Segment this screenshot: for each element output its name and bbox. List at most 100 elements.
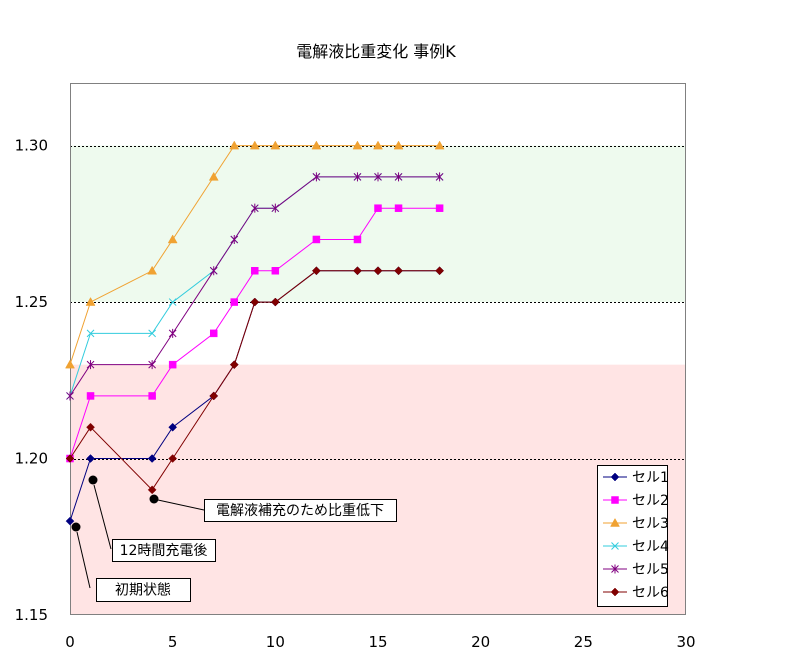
series-2 <box>66 204 444 463</box>
series-5-point <box>230 234 239 244</box>
series-6-point <box>147 485 157 495</box>
x-tick-label: 15 <box>368 633 387 651</box>
series-6-point <box>353 266 362 276</box>
x-tick-label: 30 <box>676 633 695 651</box>
annotation-box <box>96 578 191 602</box>
legend: セル1 セル2 セル3 セル4 セル5 セル6 <box>597 465 669 607</box>
legend-item-1: セル1 <box>603 470 669 486</box>
series-2-point <box>209 329 218 338</box>
annotation-leader-line <box>76 531 91 589</box>
series-2-point <box>230 298 239 306</box>
annotation-2: 12時間充電後 <box>88 475 216 562</box>
legend-marker <box>611 496 619 504</box>
series-1-point <box>168 422 178 432</box>
series-6-point <box>270 297 280 307</box>
series-3-point <box>147 265 158 275</box>
series-1-point <box>65 516 75 526</box>
y-tick-label: 1.30 <box>15 137 48 155</box>
series-6 <box>65 266 444 495</box>
annotation-label: 初期状態 <box>115 582 171 599</box>
series-5-point <box>148 360 156 370</box>
y-tick-label: 1.25 <box>15 293 48 311</box>
series-3-point <box>393 140 404 150</box>
series-2-point <box>435 204 444 212</box>
series-6-point <box>65 454 75 463</box>
series-6-point <box>435 266 444 276</box>
series-4-point <box>168 298 177 306</box>
series-5-point <box>86 360 95 370</box>
annotation-box <box>112 539 216 562</box>
legend-label: セル2 <box>632 493 669 509</box>
annotation-leader-line <box>157 499 205 511</box>
x-tick-label: 25 <box>574 633 593 651</box>
series-2-point <box>312 235 321 244</box>
series-3-point <box>167 234 178 244</box>
legend-item-2: セル2 <box>603 493 669 509</box>
annotation-3: 電解液補充のため比重低下 <box>149 494 397 522</box>
x-tick-label: 20 <box>471 633 490 651</box>
annotation-1: 初期状態 <box>71 522 191 602</box>
plot-border <box>70 83 686 615</box>
series-5-point <box>312 172 321 182</box>
y-tick-label: 1.15 <box>15 606 48 624</box>
legend-label: セル6 <box>632 585 669 601</box>
legend-item-6: セル6 <box>603 585 669 601</box>
x-tick-label: 5 <box>168 633 178 651</box>
series-2-point <box>271 267 280 275</box>
series-5 <box>66 172 444 401</box>
series-3-point <box>249 140 260 150</box>
legend-marker <box>610 517 620 527</box>
series-3-point <box>85 297 96 306</box>
series-3 <box>65 140 445 369</box>
series-2-point <box>394 204 403 212</box>
legend-label: セル1 <box>632 470 669 486</box>
range-band-2 <box>70 364 686 615</box>
series-3-point <box>434 140 445 150</box>
series-6-point <box>250 297 260 307</box>
legend-item-3: セル3 <box>603 516 669 532</box>
series-5-point <box>353 172 362 182</box>
legend-marker <box>611 542 619 550</box>
legend-item-5: セル5 <box>603 562 669 578</box>
series-5-point <box>209 266 218 276</box>
legend-label: セル5 <box>632 562 669 578</box>
series-3-point <box>229 140 240 150</box>
legend-label: セル3 <box>632 516 669 532</box>
series-2-point <box>86 392 95 400</box>
series-2-point <box>353 235 362 244</box>
series-6-point <box>373 266 383 276</box>
legend-label: セル4 <box>632 539 669 555</box>
annotation-marker <box>71 522 81 532</box>
series-6-point <box>86 422 95 432</box>
series-3-point <box>352 140 363 150</box>
series-5-point <box>394 172 403 182</box>
legend-marker <box>610 587 620 597</box>
legend-marker <box>610 472 620 482</box>
series-3-point <box>270 140 281 150</box>
series-4-point <box>86 329 95 338</box>
annotation-label: 12時間充電後 <box>120 543 208 559</box>
x-tick-label: 0 <box>65 633 75 651</box>
annotation-marker <box>149 494 159 504</box>
series-6-point <box>312 266 321 276</box>
series-2-point <box>168 360 177 369</box>
series-5-point <box>374 172 382 182</box>
series-5-point <box>271 203 280 213</box>
series-1-point <box>86 454 95 463</box>
annotation-marker <box>88 475 98 485</box>
series-6-point <box>394 266 403 276</box>
series-6-point <box>229 360 239 370</box>
annotation-box <box>204 499 397 522</box>
chart-title: 電解液比重変化 事例K <box>296 42 456 61</box>
series-4-point <box>148 329 156 338</box>
range-band-1 <box>70 145 686 303</box>
annotation-leader-line <box>93 484 112 550</box>
series-5-point <box>66 391 74 401</box>
series-2-point <box>251 267 259 275</box>
series-3-point <box>373 140 383 150</box>
series-3-point <box>208 171 219 181</box>
series-5-point <box>168 328 177 338</box>
series-5-point <box>435 172 444 182</box>
